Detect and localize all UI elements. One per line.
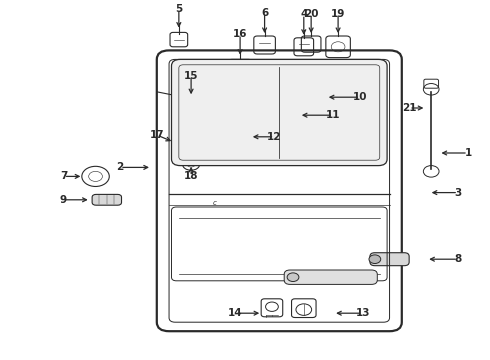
Text: 3: 3 <box>455 188 462 198</box>
Text: 1: 1 <box>465 148 471 158</box>
FancyBboxPatch shape <box>284 270 377 284</box>
Text: 15: 15 <box>184 71 198 81</box>
Text: 20: 20 <box>304 9 318 19</box>
Text: 10: 10 <box>353 92 368 102</box>
Circle shape <box>287 273 299 282</box>
Text: 2: 2 <box>117 162 123 172</box>
Text: 14: 14 <box>228 308 243 318</box>
FancyBboxPatch shape <box>370 253 409 266</box>
Circle shape <box>369 255 381 264</box>
FancyBboxPatch shape <box>172 59 387 166</box>
Text: 4: 4 <box>300 9 308 19</box>
Text: 19: 19 <box>331 9 345 19</box>
Text: 12: 12 <box>267 132 282 142</box>
Text: 6: 6 <box>261 8 268 18</box>
Circle shape <box>229 92 241 101</box>
Text: 17: 17 <box>149 130 164 140</box>
Circle shape <box>313 92 324 101</box>
Text: 9: 9 <box>59 195 66 205</box>
Text: 21: 21 <box>402 103 416 113</box>
Text: 7: 7 <box>60 171 68 181</box>
Text: 13: 13 <box>355 308 370 318</box>
Text: 16: 16 <box>233 29 247 39</box>
Text: 5: 5 <box>175 4 182 14</box>
Text: 18: 18 <box>184 171 198 181</box>
Text: 11: 11 <box>326 110 341 120</box>
Text: 8: 8 <box>455 254 462 264</box>
Text: c: c <box>213 201 217 206</box>
FancyBboxPatch shape <box>92 194 122 205</box>
FancyBboxPatch shape <box>157 50 402 331</box>
